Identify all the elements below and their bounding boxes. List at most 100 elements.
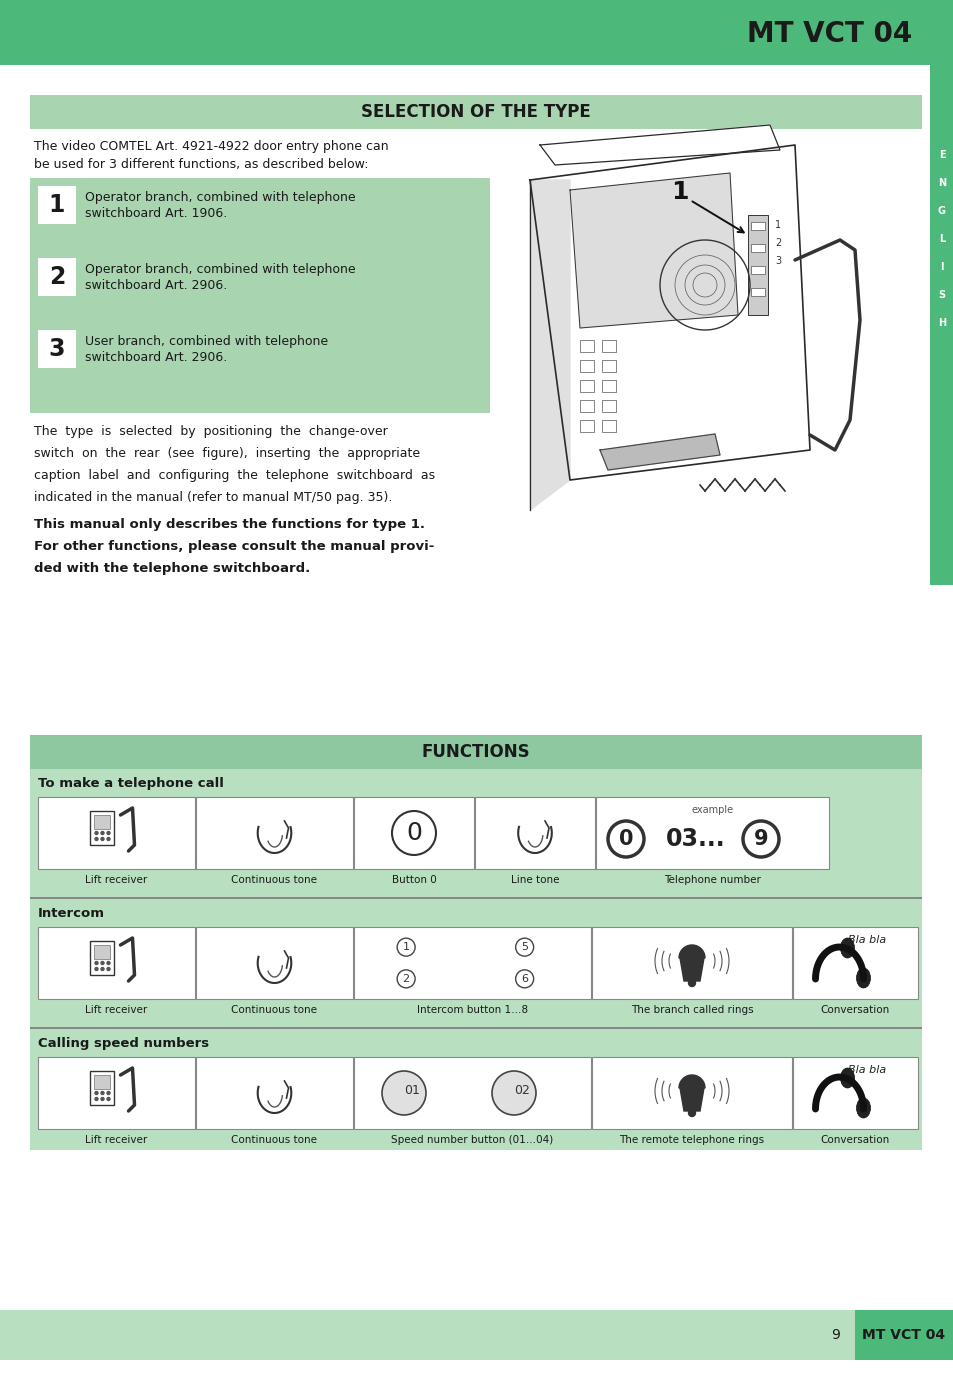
Ellipse shape bbox=[856, 1099, 869, 1118]
Bar bbox=[30, 897, 921, 900]
Circle shape bbox=[107, 1097, 110, 1100]
Bar bbox=[747, 216, 767, 315]
Ellipse shape bbox=[840, 938, 854, 958]
Circle shape bbox=[107, 832, 110, 835]
Bar bbox=[30, 95, 921, 129]
Polygon shape bbox=[679, 945, 704, 958]
Text: H: H bbox=[937, 318, 945, 328]
Text: Lift receiver: Lift receiver bbox=[85, 1005, 148, 1014]
Text: This manual only describes the functions for type 1.: This manual only describes the functions… bbox=[34, 518, 424, 531]
Bar bbox=[475, 797, 595, 869]
Circle shape bbox=[101, 962, 104, 965]
Text: indicated in the manual (refer to manual MT/50 pag. 35).: indicated in the manual (refer to manual… bbox=[34, 491, 392, 504]
Text: I: I bbox=[940, 263, 943, 272]
Polygon shape bbox=[539, 124, 780, 164]
Circle shape bbox=[101, 832, 104, 835]
Text: Continuous tone: Continuous tone bbox=[232, 1005, 317, 1014]
Circle shape bbox=[101, 967, 104, 970]
Text: 1: 1 bbox=[671, 180, 688, 205]
Bar bbox=[30, 735, 921, 1150]
Text: 2: 2 bbox=[402, 974, 409, 984]
Bar bbox=[195, 927, 353, 999]
Bar bbox=[38, 797, 194, 869]
Circle shape bbox=[107, 837, 110, 840]
Text: The branch called rings: The branch called rings bbox=[630, 1005, 753, 1014]
Text: ded with the telephone switchboard.: ded with the telephone switchboard. bbox=[34, 562, 310, 575]
Bar bbox=[195, 797, 353, 869]
Text: 3: 3 bbox=[49, 337, 65, 361]
Bar bbox=[601, 399, 616, 412]
Text: MT VCT 04: MT VCT 04 bbox=[862, 1328, 944, 1342]
Text: Button 0: Button 0 bbox=[392, 875, 436, 884]
Bar bbox=[929, 65, 953, 585]
Bar bbox=[601, 420, 616, 433]
Text: 1: 1 bbox=[402, 943, 409, 952]
Circle shape bbox=[742, 821, 779, 857]
Text: Lift receiver: Lift receiver bbox=[85, 875, 148, 884]
Bar bbox=[750, 265, 764, 274]
Bar bbox=[354, 1057, 590, 1129]
Bar bbox=[0, 1310, 953, 1360]
Circle shape bbox=[392, 811, 436, 855]
Circle shape bbox=[107, 967, 110, 970]
Polygon shape bbox=[530, 180, 569, 510]
Circle shape bbox=[107, 962, 110, 965]
Text: 02: 02 bbox=[514, 1085, 529, 1097]
Circle shape bbox=[396, 938, 415, 956]
Text: Bla bla: Bla bla bbox=[847, 936, 885, 945]
Text: Continuous tone: Continuous tone bbox=[232, 875, 317, 884]
Text: Operator branch, combined with telephone: Operator branch, combined with telephone bbox=[85, 263, 355, 276]
Bar bbox=[94, 1075, 111, 1089]
Bar bbox=[601, 380, 616, 392]
Bar bbox=[38, 187, 76, 224]
Text: switch  on  the  rear  (see  figure),  inserting  the  appropriate: switch on the rear (see figure), inserti… bbox=[34, 446, 419, 460]
Bar bbox=[579, 380, 594, 392]
Bar bbox=[601, 359, 616, 372]
Circle shape bbox=[492, 1071, 536, 1115]
Bar bbox=[38, 927, 194, 999]
Text: switchboard Art. 2906.: switchboard Art. 2906. bbox=[85, 351, 227, 363]
Text: Continuous tone: Continuous tone bbox=[232, 1135, 317, 1146]
Text: G: G bbox=[937, 206, 945, 216]
Bar bbox=[91, 941, 114, 974]
Bar bbox=[91, 811, 114, 844]
Bar bbox=[579, 399, 594, 412]
Polygon shape bbox=[679, 958, 703, 981]
Circle shape bbox=[107, 1092, 110, 1095]
Circle shape bbox=[607, 821, 643, 857]
Text: N: N bbox=[937, 178, 945, 188]
Polygon shape bbox=[599, 434, 720, 470]
Text: The video COMTEL Art. 4921-4922 door entry phone can: The video COMTEL Art. 4921-4922 door ent… bbox=[34, 140, 388, 153]
Bar bbox=[579, 340, 594, 352]
Circle shape bbox=[95, 962, 98, 965]
Text: 2: 2 bbox=[774, 238, 781, 247]
Text: For other functions, please consult the manual provi-: For other functions, please consult the … bbox=[34, 540, 434, 553]
Text: 3: 3 bbox=[774, 256, 781, 265]
Circle shape bbox=[95, 832, 98, 835]
Polygon shape bbox=[530, 145, 809, 480]
Text: 5: 5 bbox=[520, 943, 528, 952]
Bar bbox=[579, 359, 594, 372]
Text: 0: 0 bbox=[618, 829, 633, 849]
Polygon shape bbox=[569, 173, 738, 328]
Bar bbox=[750, 245, 764, 252]
Text: example: example bbox=[691, 804, 733, 815]
Text: E: E bbox=[938, 151, 944, 160]
Text: 1: 1 bbox=[774, 220, 781, 229]
Bar bbox=[792, 1057, 917, 1129]
Circle shape bbox=[95, 837, 98, 840]
Bar bbox=[592, 1057, 791, 1129]
Bar bbox=[195, 1057, 353, 1129]
Text: 9: 9 bbox=[830, 1328, 840, 1342]
Circle shape bbox=[396, 970, 415, 988]
Text: switchboard Art. 2906.: switchboard Art. 2906. bbox=[85, 279, 227, 292]
Text: switchboard Art. 1906.: switchboard Art. 1906. bbox=[85, 207, 227, 220]
Bar bbox=[30, 1027, 921, 1030]
Bar bbox=[30, 735, 921, 768]
Text: The remote telephone rings: The remote telephone rings bbox=[618, 1135, 763, 1146]
Polygon shape bbox=[679, 1088, 703, 1111]
Text: Line tone: Line tone bbox=[510, 875, 558, 884]
Circle shape bbox=[95, 1092, 98, 1095]
Bar bbox=[91, 1071, 114, 1106]
Bar bbox=[792, 927, 917, 999]
